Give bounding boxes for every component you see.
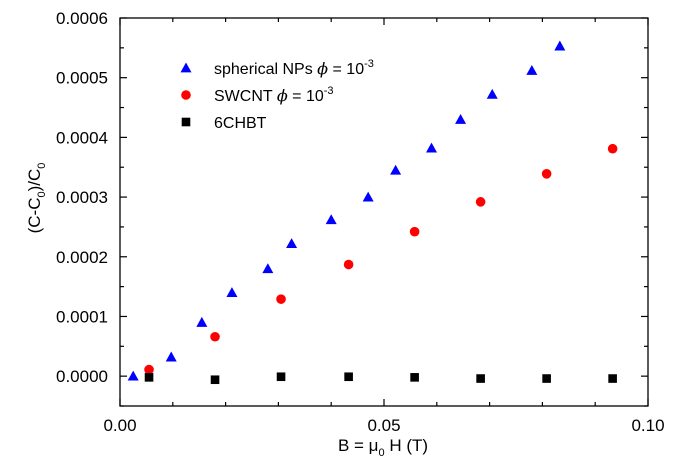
- spherical-nps-point: [426, 142, 438, 153]
- swcnt-point: [276, 294, 286, 304]
- x-axis-title-main: B =: [338, 436, 369, 455]
- spherical-nps-point: [455, 113, 467, 124]
- swcnt-point: [607, 143, 618, 154]
- spherical-nps-point: [362, 191, 374, 202]
- 6chbt-point: [608, 374, 617, 383]
- x-axis-title-sub: 0: [378, 447, 384, 456]
- y-tick-label: 0.0005: [56, 69, 108, 88]
- 6chbt-point: [542, 374, 551, 383]
- y-axis-title-b-sub: 0: [36, 163, 48, 169]
- legend-swcnt-label: SWCNT ϕ = 10-3: [214, 85, 334, 105]
- spherical-nps-point: [127, 370, 139, 381]
- spherical-nps-point: [165, 351, 177, 362]
- 6chbt-point: [210, 375, 220, 385]
- y-axis-title-a-sub: 0: [36, 191, 48, 197]
- 6chbt-point: [276, 372, 286, 382]
- y-axis-title: (C-C0)/C0: [25, 163, 48, 234]
- spherical-nps-point: [262, 263, 274, 274]
- y-tick-label: 0.0003: [56, 188, 108, 207]
- spherical-nps-point: [554, 40, 566, 51]
- 6chbt-point: [410, 373, 419, 382]
- swcnt-point: [541, 168, 552, 179]
- spherical-nps-point: [196, 316, 208, 327]
- legend-6chbt-marker: [181, 117, 191, 127]
- spherical-nps-point: [526, 65, 538, 75]
- y-axis-ticks: 0.0000 0.0001 0.0002 0.0003 0.0004 0.0005 0.00…: [56, 9, 648, 407]
- y-tick-label: 0.0001: [56, 307, 108, 326]
- x-axis-title-mu: μ: [369, 436, 379, 455]
- y-tick-label: 0.0004: [56, 128, 108, 147]
- x-tick-label: 0.05: [367, 416, 400, 435]
- x-tick-label: 0.00: [103, 416, 136, 435]
- data-points: [127, 40, 618, 385]
- y-axis-title-a: (C-C: [25, 198, 44, 234]
- y-axis-title-b: )/C: [25, 169, 44, 192]
- swcnt-point: [144, 364, 154, 375]
- plot-frame: [119, 17, 649, 407]
- 6chbt-point: [144, 373, 154, 382]
- legend-6chbt-label: 6CHBT: [214, 115, 267, 132]
- swcnt-point: [475, 197, 486, 207]
- 6chbt-point: [344, 372, 353, 382]
- x-tick-label: 0.10: [631, 416, 664, 435]
- spherical-nps-point: [226, 287, 238, 297]
- spherical-nps-point: [390, 164, 402, 175]
- swcnt-point: [210, 331, 220, 342]
- x-axis-title-rest: H (T): [385, 436, 428, 455]
- y-tick-label: 0.0006: [56, 9, 108, 28]
- y-tick-label: 0.0000: [56, 367, 108, 386]
- spherical-nps-point: [286, 238, 298, 249]
- x-axis-title: B = μ0 H (T): [338, 436, 428, 456]
- 6chbt-point: [476, 374, 485, 383]
- legend-spherical-nps-label: spherical NPs ϕ = 10-3: [214, 58, 374, 78]
- legend-swcnt-marker: [181, 90, 191, 100]
- swcnt-point: [409, 226, 420, 237]
- y-tick-label: 0.0002: [56, 248, 108, 267]
- x-axis-ticks: 0.00 0.05 0.10: [103, 18, 665, 435]
- axes: [119, 17, 649, 407]
- spherical-nps-point: [486, 88, 498, 99]
- spherical-nps-point: [325, 214, 337, 225]
- legend: spherical NPs ϕ = 10-3 SWCNT ϕ = 10-3 6CHB…: [180, 58, 374, 132]
- legend-spherical-nps-marker: [180, 62, 192, 73]
- swcnt-point: [343, 259, 354, 270]
